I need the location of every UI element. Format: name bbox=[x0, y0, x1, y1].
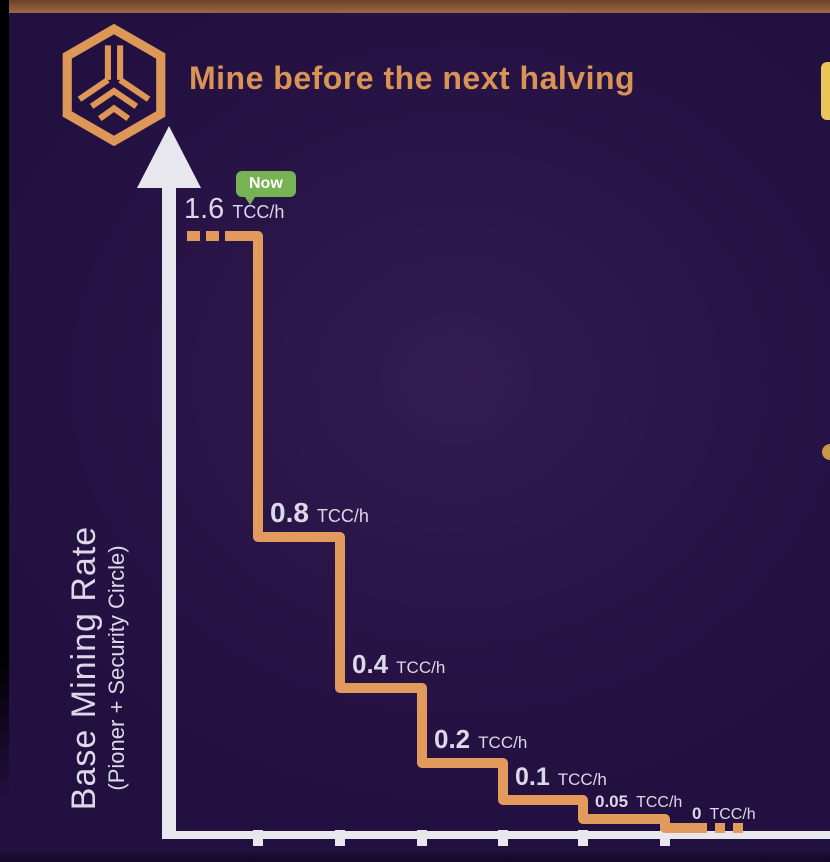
rate-label-1p6: 1.6 TCC/h bbox=[184, 193, 284, 226]
x-axis-tick bbox=[417, 830, 427, 846]
rate-value: 0.4 bbox=[352, 649, 389, 679]
now-badge: Now bbox=[236, 171, 296, 205]
now-badge-label: Now bbox=[249, 175, 283, 192]
x-axis-tick bbox=[578, 830, 588, 846]
rate-unit: TCC/h bbox=[396, 658, 446, 677]
y-axis-arrow-icon bbox=[137, 126, 201, 188]
rate-unit: TCC/h bbox=[557, 770, 607, 789]
left-edge-shadow bbox=[0, 0, 9, 800]
top-bar bbox=[0, 0, 830, 13]
rate-value: 0 bbox=[692, 804, 702, 823]
right-edge-cropped-element bbox=[821, 62, 830, 120]
rate-unit: TCC/h bbox=[709, 806, 756, 823]
page-title: Mine before the next halving bbox=[189, 60, 636, 96]
x-axis-tick bbox=[335, 830, 345, 846]
y-axis-title-sub: (Pioner + Security Circle) bbox=[104, 545, 130, 791]
rate-value: 0.2 bbox=[434, 724, 471, 754]
x-axis bbox=[162, 831, 830, 839]
x-axis-tick bbox=[253, 830, 263, 846]
rate-value: 0.1 bbox=[515, 763, 550, 791]
rate-label-0p1: 0.1 TCC/h bbox=[515, 763, 607, 792]
rate-unit: TCC/h bbox=[636, 794, 683, 811]
rate-value: 0.05 bbox=[595, 792, 629, 811]
rate-unit: TCC/h bbox=[232, 202, 285, 222]
rate-value: 0.8 bbox=[270, 497, 309, 528]
x-axis-tick bbox=[498, 830, 508, 846]
y-axis-title: Base Mining Rate (Pioner + Security Circ… bbox=[65, 458, 155, 862]
x-axis-tick bbox=[660, 830, 670, 846]
rate-unit: TCC/h bbox=[478, 733, 528, 752]
y-axis-title-main: Base Mining Rate bbox=[65, 525, 103, 811]
rate-label-0p4: 0.4 TCC/h bbox=[352, 649, 445, 680]
rate-unit: TCC/h bbox=[316, 506, 369, 526]
rate-label-0p05: 0.05 TCC/h bbox=[595, 792, 682, 812]
halving-step-line bbox=[225, 231, 707, 833]
rate-label-0p2: 0.2 TCC/h bbox=[434, 724, 527, 755]
right-edge-cropped-dot bbox=[822, 444, 830, 460]
bottom-edge-shadow bbox=[0, 850, 830, 862]
rate-label-0p8: 0.8 TCC/h bbox=[270, 497, 369, 529]
rate-label-0: 0 TCC/h bbox=[692, 804, 756, 824]
y-axis bbox=[162, 182, 176, 839]
tcc-hexagon-logo-icon bbox=[62, 24, 166, 146]
rate-value: 1.6 bbox=[184, 193, 225, 225]
